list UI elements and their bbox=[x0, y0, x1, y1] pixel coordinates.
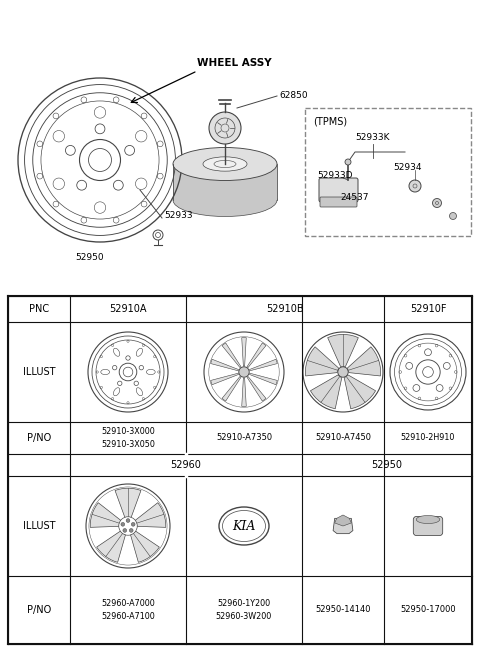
Circle shape bbox=[209, 112, 241, 144]
Circle shape bbox=[119, 517, 137, 535]
Polygon shape bbox=[344, 375, 375, 409]
Polygon shape bbox=[115, 488, 141, 518]
Polygon shape bbox=[96, 531, 125, 562]
Polygon shape bbox=[131, 531, 159, 562]
Text: 52933K: 52933K bbox=[355, 134, 389, 142]
Text: WHEEL ASSY: WHEEL ASSY bbox=[197, 58, 272, 68]
Circle shape bbox=[121, 522, 125, 526]
Ellipse shape bbox=[203, 157, 247, 171]
Polygon shape bbox=[222, 377, 241, 401]
Text: 24537: 24537 bbox=[340, 194, 369, 203]
Polygon shape bbox=[242, 338, 246, 366]
Circle shape bbox=[123, 529, 127, 532]
Text: 52933D: 52933D bbox=[317, 171, 352, 180]
Polygon shape bbox=[305, 347, 338, 376]
Polygon shape bbox=[335, 515, 351, 526]
Polygon shape bbox=[222, 343, 241, 367]
Text: 52960-1Y200
52960-3W200: 52960-1Y200 52960-3W200 bbox=[216, 599, 272, 621]
FancyBboxPatch shape bbox=[413, 516, 443, 535]
Circle shape bbox=[449, 213, 456, 220]
Text: 52950: 52950 bbox=[76, 253, 104, 262]
Polygon shape bbox=[311, 375, 342, 409]
Circle shape bbox=[132, 522, 135, 526]
Ellipse shape bbox=[173, 184, 277, 216]
Polygon shape bbox=[247, 377, 266, 401]
Circle shape bbox=[126, 519, 130, 522]
Text: ILLUST: ILLUST bbox=[23, 521, 55, 531]
Circle shape bbox=[239, 367, 249, 377]
Text: 52933: 52933 bbox=[164, 211, 192, 220]
Ellipse shape bbox=[219, 507, 269, 545]
Text: ILLUST: ILLUST bbox=[23, 367, 55, 377]
Text: PNC: PNC bbox=[29, 304, 49, 314]
FancyBboxPatch shape bbox=[319, 178, 358, 202]
Text: 52950-17000: 52950-17000 bbox=[400, 605, 456, 615]
Text: 52950: 52950 bbox=[372, 460, 403, 470]
Circle shape bbox=[432, 199, 442, 207]
Polygon shape bbox=[333, 518, 353, 533]
Ellipse shape bbox=[416, 516, 440, 523]
Text: 52910-A7350: 52910-A7350 bbox=[216, 434, 272, 443]
Polygon shape bbox=[242, 378, 246, 406]
Polygon shape bbox=[90, 502, 121, 527]
Text: 52910-3X000
52910-3X050: 52910-3X000 52910-3X050 bbox=[101, 427, 155, 449]
Polygon shape bbox=[211, 373, 239, 385]
Ellipse shape bbox=[173, 148, 277, 180]
Polygon shape bbox=[328, 335, 359, 367]
Polygon shape bbox=[173, 164, 277, 200]
Circle shape bbox=[129, 529, 133, 532]
FancyBboxPatch shape bbox=[320, 197, 357, 207]
Circle shape bbox=[409, 180, 421, 192]
Text: (TPMS): (TPMS) bbox=[313, 117, 347, 127]
Text: P/NO: P/NO bbox=[27, 605, 51, 615]
Text: 52934: 52934 bbox=[393, 163, 421, 173]
Text: KIA: KIA bbox=[232, 520, 256, 533]
Text: 52950-14140: 52950-14140 bbox=[315, 605, 371, 615]
Text: 52960-A7000
52960-A7100: 52960-A7000 52960-A7100 bbox=[101, 599, 155, 621]
Polygon shape bbox=[348, 347, 381, 376]
Polygon shape bbox=[135, 502, 166, 527]
Text: 52910-A7450: 52910-A7450 bbox=[315, 434, 371, 443]
Text: 62850: 62850 bbox=[279, 91, 308, 100]
Text: P/NO: P/NO bbox=[27, 433, 51, 443]
Polygon shape bbox=[211, 359, 239, 371]
Polygon shape bbox=[247, 343, 266, 367]
Text: 52960: 52960 bbox=[170, 460, 202, 470]
Circle shape bbox=[345, 159, 351, 165]
Circle shape bbox=[338, 367, 348, 377]
Text: 52910A: 52910A bbox=[109, 304, 147, 314]
Text: 52910-2H910: 52910-2H910 bbox=[401, 434, 455, 443]
Text: 52910B: 52910B bbox=[266, 304, 304, 314]
Text: 52910F: 52910F bbox=[410, 304, 446, 314]
Polygon shape bbox=[250, 359, 277, 371]
Polygon shape bbox=[250, 373, 277, 385]
